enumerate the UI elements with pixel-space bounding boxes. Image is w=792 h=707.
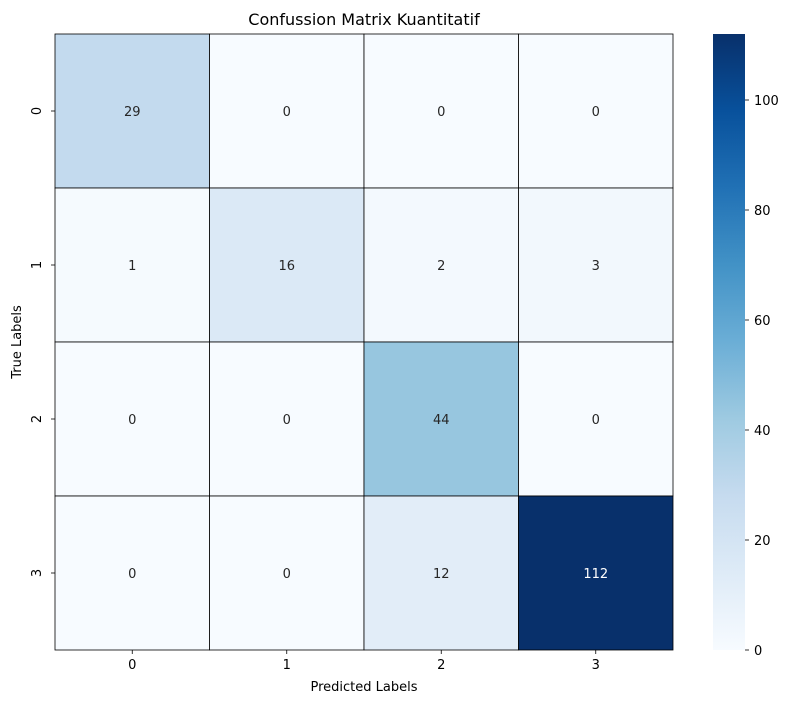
y-tick-label: 1 (30, 261, 45, 269)
heatmap-cell (209, 187, 365, 343)
colorbar (713, 34, 745, 650)
colorbar-ticks: 0 20 40 60 80 100 (745, 94, 779, 659)
cell-value-label: 3 (592, 259, 600, 274)
heatmap-cell (209, 33, 365, 189)
y-axis-label: True Labels (10, 305, 25, 380)
heatmap-cell (54, 187, 210, 343)
cell-value-label: 0 (128, 413, 136, 428)
heatmap-cell (518, 495, 674, 651)
cell-value-label: 44 (433, 413, 450, 428)
cell-value-label: 16 (278, 259, 295, 274)
heatmap-cell (363, 187, 519, 343)
cell-value-label: 0 (128, 567, 136, 582)
cell-value-label: 112 (583, 567, 608, 582)
heatmap-cell (54, 495, 210, 651)
heatmap-cells (54, 33, 674, 651)
cell-value-label: 2 (437, 259, 445, 274)
cell-value-label: 1 (128, 259, 136, 274)
y-tick-label: 2 (30, 415, 45, 423)
y-tick-label: 0 (30, 107, 45, 115)
x-tick-label: 2 (437, 658, 445, 673)
x-tick-label: 0 (128, 658, 136, 673)
cell-value-label: 12 (433, 567, 450, 582)
cell-value-label: 29 (124, 105, 141, 120)
colorbar-tick-label: 0 (754, 644, 762, 659)
heatmap-cell (209, 341, 365, 497)
heatmap-cell (363, 33, 519, 189)
heatmap-cell-labels: 29 0 0 0 1 16 2 3 0 0 44 0 0 0 12 112 (124, 105, 608, 582)
y-tick-label: 3 (30, 569, 45, 577)
colorbar-tick-label: 80 (754, 204, 771, 219)
cell-value-label: 0 (283, 567, 291, 582)
x-axis-label: Predicted Labels (310, 680, 417, 695)
heatmap-cell (363, 495, 519, 651)
cell-value-label: 0 (437, 105, 445, 120)
x-tick-label: 1 (283, 658, 291, 673)
heatmap-cell (209, 495, 365, 651)
cell-value-label: 0 (283, 105, 291, 120)
cell-value-label: 0 (592, 105, 600, 120)
heatmap-cell (54, 33, 210, 189)
colorbar-tick-label: 60 (754, 314, 771, 329)
cell-value-label: 0 (283, 413, 291, 428)
y-axis-ticks: 0 1 2 3 (30, 107, 55, 577)
chart-title: Confussion Matrix Kuantitatif (248, 10, 480, 29)
colorbar-tick-label: 20 (754, 534, 771, 549)
heatmap-cell (518, 187, 674, 343)
colorbar-tick-label: 100 (754, 94, 779, 109)
heatmap-cell (518, 33, 674, 189)
x-axis-ticks: 0 1 2 3 (128, 650, 600, 673)
colorbar-tick-label: 40 (754, 424, 771, 439)
cell-value-label: 0 (592, 413, 600, 428)
heatmap-cell (518, 341, 674, 497)
x-tick-label: 3 (592, 658, 600, 673)
